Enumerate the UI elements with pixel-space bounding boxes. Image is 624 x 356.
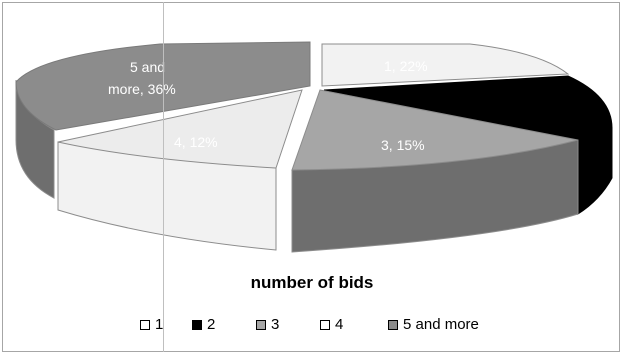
legend-label-2: 2	[207, 316, 216, 333]
chart-title: number of bids	[250, 273, 374, 292]
legend-swatch-5	[388, 319, 398, 330]
legend-label-1: 1	[155, 316, 164, 333]
legend-item-4: 4	[320, 316, 343, 333]
slice-4	[57, 89, 303, 251]
vertical-rule	[163, 2, 164, 352]
legend-swatch-4	[320, 319, 330, 330]
slice-1-top	[321, 43, 570, 87]
data-label-5-line1: 5 and	[130, 59, 165, 75]
legend-swatch-1	[140, 319, 150, 330]
slice-4-top	[57, 89, 303, 169]
legend-swatch-2	[192, 319, 202, 330]
data-label-4: 4, 12%	[174, 134, 218, 150]
legend-item-1: 1	[140, 316, 163, 333]
slice-2-top	[323, 75, 613, 141]
legend-item-3: 3	[256, 316, 279, 333]
slice-1	[321, 43, 570, 87]
slice-2	[323, 75, 613, 215]
slice-3-top	[291, 89, 579, 171]
data-label-1: 1, 22%	[384, 58, 428, 74]
slice-4-front	[57, 141, 277, 251]
data-label-3: 3, 15%	[381, 137, 425, 153]
legend-swatch-3	[256, 319, 266, 330]
legend-item-5-and-more: 5 and more	[388, 316, 479, 333]
legend-item-2: 2	[192, 316, 215, 333]
legend-label-4: 4	[335, 316, 344, 333]
data-label-5-line2: more, 36%	[108, 81, 176, 97]
slice-3	[291, 89, 579, 253]
slice-2-side	[577, 127, 613, 215]
legend-label-5: 5 and more	[403, 316, 479, 333]
legend: 1 2 3 4 5 and more	[0, 316, 624, 338]
data-label-2: 2; 15%	[559, 118, 603, 134]
legend-label-3: 3	[271, 316, 280, 333]
